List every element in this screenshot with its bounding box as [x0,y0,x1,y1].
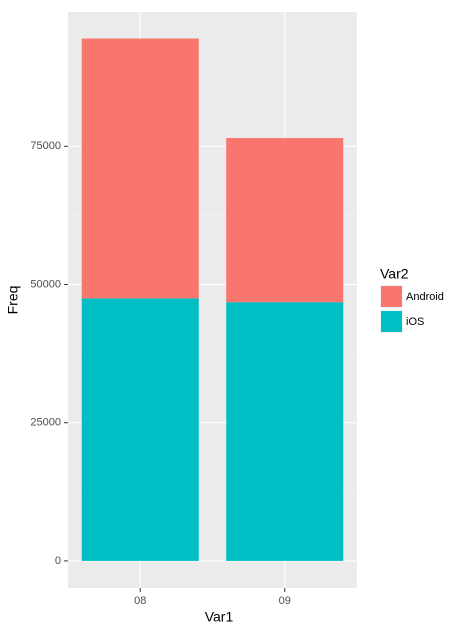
y-tick-label: 50000 [30,278,61,290]
bar-segment [226,302,344,561]
y-tick-label: 25000 [30,417,61,429]
y-tick-label: 0 [55,555,61,567]
legend-label: iOS [406,316,424,328]
legend-label: Android [406,291,444,303]
bar-segment [226,138,344,303]
bar-segment [81,298,199,561]
legend-key [381,286,402,307]
bar-segment [81,38,199,299]
legend-key [381,311,402,332]
y-axis-title: Freq [5,286,21,315]
x-axis-title: Var1 [205,609,234,625]
y-tick-label: 75000 [30,140,61,152]
x-tick-label: 08 [134,595,146,607]
x-tick-label: 09 [279,595,291,607]
legend-title: Var2 [380,266,409,282]
